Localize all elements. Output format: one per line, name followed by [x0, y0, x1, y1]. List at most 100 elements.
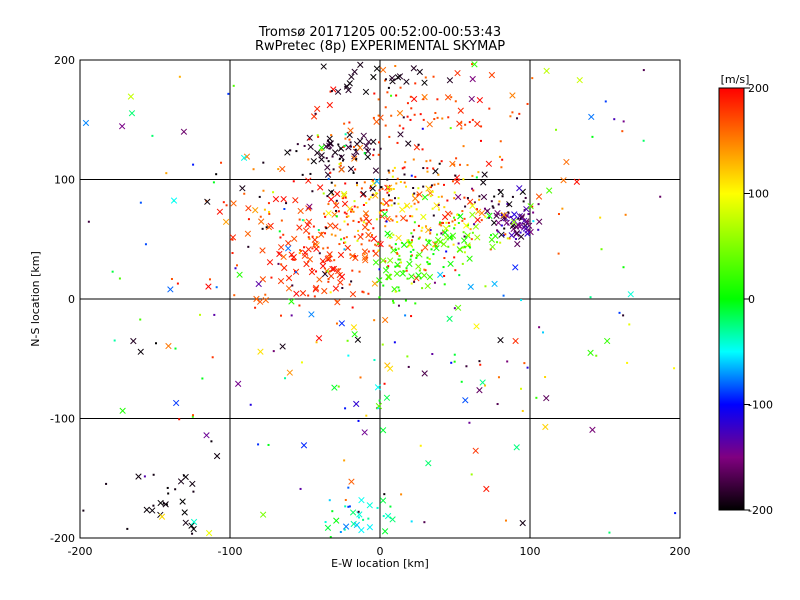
data-point-dot: [361, 233, 364, 236]
data-point-dot: [438, 221, 441, 224]
data-point-dot: [429, 159, 432, 162]
data-point-dot: [411, 215, 414, 218]
data-point-x: [337, 251, 345, 259]
data-point-x: [332, 149, 339, 156]
data-point-dot: [392, 169, 395, 172]
data-point-dot: [486, 209, 489, 212]
data-point-dot: [424, 76, 427, 79]
data-point-dot: [392, 233, 395, 236]
data-point-x: [345, 144, 352, 151]
data-point-dot: [341, 159, 344, 162]
data-point-dot: [468, 244, 471, 247]
data-point-dot: [334, 234, 337, 237]
data-point-dot: [460, 121, 463, 124]
data-point-dot: [454, 100, 457, 103]
data-point-dot: [280, 219, 283, 222]
data-point-dot: [516, 117, 519, 120]
data-point-x: [444, 210, 452, 217]
data-point-dot: [518, 112, 521, 115]
data-point-dot: [642, 139, 645, 142]
data-point-x: [395, 234, 402, 242]
data-point-dot: [105, 482, 108, 485]
data-point-dot: [87, 220, 90, 223]
data-point-dot: [458, 274, 461, 277]
data-point-dot: [431, 353, 434, 356]
data-point-dot: [496, 403, 499, 406]
data-point-dot: [413, 221, 416, 224]
data-point-x: [588, 113, 595, 121]
data-point-x: [410, 95, 418, 103]
data-point-x: [257, 348, 264, 355]
data-point-x: [216, 208, 224, 215]
data-point-dot: [347, 505, 350, 508]
data-point-dot: [294, 271, 297, 274]
data-point-dot: [392, 188, 395, 191]
data-point-dot: [405, 267, 408, 270]
data-point-dot: [404, 205, 407, 208]
data-point-dot: [421, 287, 424, 290]
data-point-dot: [390, 204, 393, 207]
data-point-x: [334, 299, 341, 306]
data-point-x: [377, 240, 384, 248]
data-point-dot: [311, 247, 314, 250]
data-point-dot: [397, 202, 400, 205]
data-point-dot: [455, 157, 458, 160]
data-point-dot: [428, 239, 431, 242]
data-point-x: [498, 231, 505, 238]
data-point-x: [415, 272, 422, 279]
data-point-dot: [300, 361, 303, 364]
data-point-dot: [382, 284, 385, 287]
data-point-dot: [383, 382, 386, 385]
data-point-x: [365, 231, 372, 239]
data-point-x: [366, 502, 373, 509]
data-point-dot: [430, 184, 433, 187]
data-point-x: [512, 264, 519, 271]
data-point-dot: [484, 384, 487, 387]
data-point-dot: [329, 536, 332, 539]
data-point-dot: [361, 290, 364, 293]
data-point-dot: [299, 249, 302, 252]
data-point-dot: [463, 251, 466, 254]
data-point-x: [474, 120, 481, 128]
data-point-x: [301, 252, 308, 260]
data-point-x: [337, 279, 344, 286]
data-point-x: [520, 224, 528, 231]
data-point-x: [387, 257, 394, 264]
data-point-dot: [367, 292, 370, 295]
data-point-dot: [409, 258, 412, 261]
data-point-dot: [408, 241, 411, 244]
data-point-x: [127, 93, 135, 100]
data-point-dot: [527, 213, 530, 216]
colorbar-tick-label: -200: [748, 504, 773, 517]
data-point-dot: [342, 197, 345, 200]
data-point-dot: [437, 208, 440, 211]
data-point-dot: [431, 190, 434, 193]
data-point-dot: [368, 198, 371, 201]
data-point-x: [351, 153, 358, 160]
data-point-dot: [527, 220, 530, 223]
data-point-dot: [344, 182, 347, 185]
data-point-dot: [178, 418, 181, 421]
data-point-x: [360, 190, 367, 198]
data-point-dot: [524, 196, 527, 199]
data-point-x: [474, 208, 482, 215]
data-point-dot: [314, 112, 317, 115]
data-point-dot: [338, 163, 341, 166]
data-point-x: [478, 209, 485, 217]
data-point-x: [476, 387, 483, 394]
data-point-dot: [399, 86, 402, 89]
data-point-dot: [452, 243, 455, 246]
data-point-dot: [372, 249, 375, 252]
data-point-dot: [390, 246, 393, 249]
data-point-dot: [535, 396, 538, 399]
data-point-x: [510, 218, 518, 226]
data-point-dot: [511, 111, 514, 114]
data-point-dot: [211, 356, 214, 359]
data-point-dot: [470, 238, 473, 241]
data-point-dot: [118, 277, 121, 280]
data-point-x: [405, 140, 412, 147]
data-point-x: [447, 260, 454, 268]
data-point-x: [167, 286, 174, 293]
data-point-dot: [231, 238, 234, 241]
data-point-dot: [674, 512, 677, 515]
